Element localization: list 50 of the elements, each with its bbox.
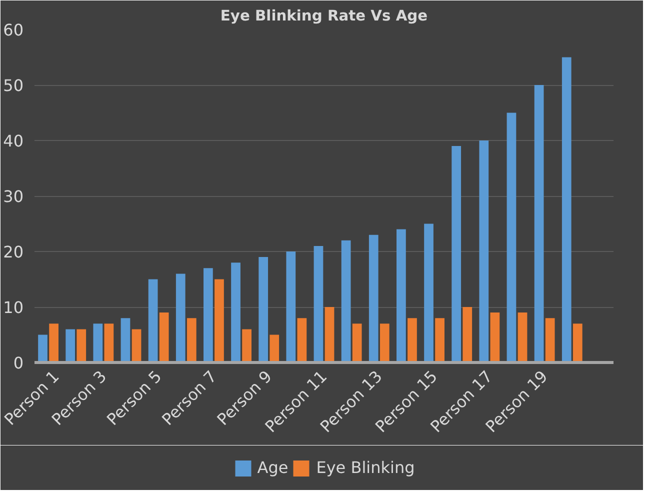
bar — [132, 329, 142, 362]
bar — [93, 324, 103, 362]
bar — [148, 279, 158, 362]
chart-title: Eye Blinking Rate Vs Age — [220, 8, 428, 24]
y-tick-label: 0 — [13, 354, 24, 372]
bar — [176, 274, 186, 362]
bar — [120, 318, 130, 362]
bar — [368, 234, 378, 362]
bar — [286, 252, 296, 362]
bar — [341, 240, 351, 362]
y-tick-label: 50 — [3, 76, 24, 95]
bar — [324, 307, 334, 362]
legend-label: Eye Blinking — [316, 458, 415, 477]
bar — [424, 224, 434, 362]
bar — [159, 312, 169, 362]
bar — [380, 324, 390, 362]
bar — [297, 318, 307, 362]
bar — [545, 318, 555, 362]
bar — [270, 334, 280, 362]
bar — [462, 307, 472, 362]
bar — [242, 329, 252, 362]
bar — [479, 140, 489, 362]
bar — [518, 312, 528, 362]
bar — [38, 334, 48, 362]
y-tick-label: 10 — [3, 298, 24, 317]
bar — [562, 57, 572, 362]
bar — [452, 146, 462, 362]
bar — [214, 279, 224, 362]
bar — [66, 329, 76, 362]
y-tick-label: 40 — [3, 132, 24, 150]
bar — [186, 318, 196, 362]
y-tick-label: 60 — [3, 20, 24, 40]
bar — [104, 324, 114, 362]
bar — [231, 262, 240, 362]
bar — [506, 112, 516, 362]
bar — [314, 246, 324, 362]
bar — [258, 257, 268, 362]
bar — [352, 324, 362, 362]
bar — [534, 85, 544, 362]
bar — [490, 312, 500, 362]
y-tick-label: 20 — [3, 242, 24, 262]
bar — [396, 229, 406, 362]
bar — [408, 318, 417, 362]
bar — [204, 268, 213, 362]
legend-label: Age — [257, 458, 288, 477]
bar — [49, 324, 58, 362]
y-tick-label: 30 — [3, 187, 24, 206]
bar — [76, 329, 86, 362]
bar — [435, 318, 444, 362]
bar — [572, 324, 582, 362]
